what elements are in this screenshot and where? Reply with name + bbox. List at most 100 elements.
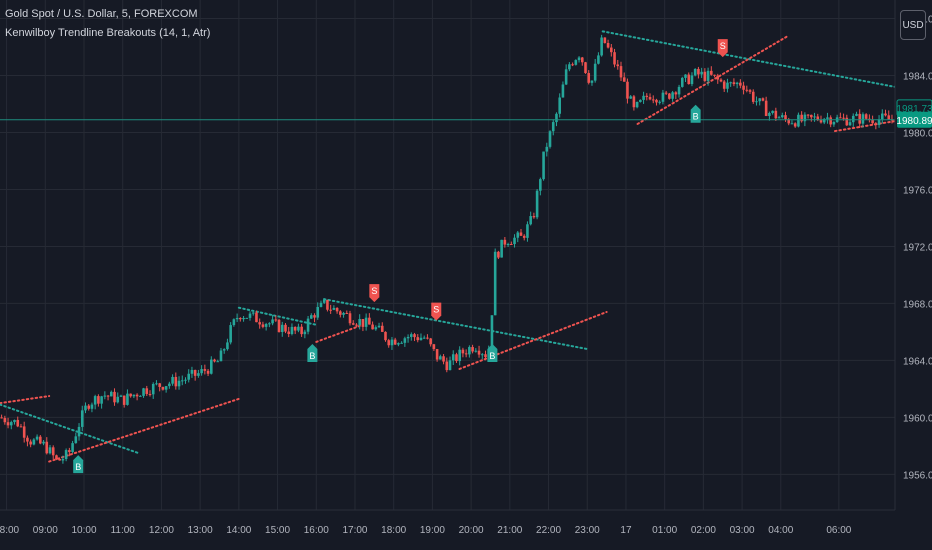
- trendline: [833, 120, 896, 133]
- candle-body: [571, 64, 574, 66]
- y-tick-label: 1964.00: [903, 356, 932, 367]
- candle-body: [277, 319, 281, 332]
- candle-body: [880, 113, 884, 120]
- candle-body: [506, 244, 510, 246]
- signal-label: B: [489, 351, 495, 361]
- signal-label: B: [693, 112, 699, 122]
- candle-body: [68, 450, 71, 453]
- candle-body: [729, 82, 732, 84]
- candle-body: [471, 347, 474, 352]
- candle-body: [648, 97, 652, 100]
- candle-body: [700, 71, 703, 75]
- candle-body: [397, 343, 400, 345]
- candle-body: [19, 426, 23, 428]
- candle-body: [132, 394, 136, 397]
- candle-body: [280, 324, 284, 332]
- candle-body: [9, 422, 13, 426]
- signal-marker: [431, 302, 442, 321]
- sell-signal: S: [431, 302, 442, 321]
- candle-body: [322, 299, 326, 303]
- signal-label: S: [371, 286, 377, 296]
- candle-body: [468, 347, 471, 355]
- candle-body: [203, 369, 207, 371]
- candle-body: [600, 37, 603, 56]
- candle-body: [606, 42, 610, 48]
- candle-body: [406, 336, 410, 339]
- candle-body: [864, 114, 868, 119]
- candle-body: [458, 349, 461, 362]
- candle-body: [555, 113, 558, 123]
- trendline: [636, 34, 790, 125]
- candle-body: [848, 122, 852, 126]
- x-tick-label: 02:00: [691, 525, 716, 536]
- candle-body: [590, 80, 594, 83]
- candle-body: [293, 326, 297, 331]
- candle-body: [735, 82, 739, 85]
- signals: B B S S B B S: [0, 39, 895, 474]
- x-tick-label: 04:00: [768, 525, 793, 536]
- indicator-label[interactable]: Kenwilboy Trendline Breakouts (14, 1, At…: [5, 27, 211, 39]
- candle-body: [39, 436, 42, 444]
- candle-body: [339, 311, 342, 315]
- x-tick-label: 23:00: [575, 525, 600, 536]
- candle-body: [71, 443, 74, 453]
- candle-body: [697, 68, 700, 75]
- x-tick-label: 19:00: [420, 525, 445, 536]
- trendline: [237, 306, 318, 326]
- candle-body: [780, 115, 784, 118]
- x-tick-label: 16:00: [304, 525, 329, 536]
- candle-body: [687, 74, 691, 85]
- y-tick-label: 1980.00: [903, 128, 932, 139]
- candle-body: [126, 393, 129, 405]
- x-tick-label: 09:00: [33, 525, 58, 536]
- buy-signal: B: [487, 344, 498, 363]
- signal-marker: [690, 104, 701, 123]
- candle-body: [235, 317, 239, 320]
- x-tick-label: 14:00: [226, 525, 251, 536]
- signal-marker: [369, 284, 380, 303]
- candle-body: [348, 313, 352, 324]
- x-tick-label: 20:00: [459, 525, 484, 536]
- price-axis: [895, 0, 932, 550]
- candle-body: [445, 361, 449, 371]
- candle-body: [755, 101, 758, 103]
- x-tick-label: 11:00: [111, 525, 136, 536]
- candle-body: [822, 118, 826, 123]
- x-tick-label: 13:00: [188, 525, 213, 536]
- candle-body: [177, 380, 181, 387]
- candle-body: [13, 419, 16, 423]
- candle-body: [222, 349, 226, 351]
- x-tick-label: 01:00: [652, 525, 677, 536]
- candle-body: [42, 441, 45, 444]
- candle-body: [6, 422, 10, 426]
- candle-body: [158, 383, 161, 387]
- candle-body: [748, 90, 752, 92]
- candle-body: [616, 64, 620, 67]
- currency-button[interactable]: USD: [900, 10, 926, 40]
- candle-body: [800, 114, 803, 122]
- candle-body: [671, 92, 674, 99]
- candle-body: [551, 122, 555, 132]
- candle-body: [226, 342, 229, 350]
- candle-body: [142, 388, 145, 396]
- candle-body: [603, 37, 607, 43]
- candle-body: [632, 96, 636, 108]
- price-tag: 1980.89: [896, 111, 932, 128]
- buy-signal: B: [690, 104, 701, 123]
- x-tick-label: 17: [620, 525, 632, 536]
- candle-body: [416, 337, 420, 341]
- candle-body: [635, 101, 639, 108]
- candle-body: [413, 334, 416, 338]
- candle-body: [455, 354, 458, 362]
- candle-body: [55, 455, 58, 459]
- chart-title: Gold Spot / U.S. Dollar, 5, FOREXCOM: [5, 8, 198, 20]
- x-tick-label: 08:00: [0, 525, 20, 536]
- candle-body: [703, 71, 707, 81]
- candle-body: [732, 82, 736, 85]
- trendline: [0, 395, 51, 405]
- candle-body: [842, 117, 845, 119]
- candle-body: [129, 393, 132, 397]
- candle-body: [574, 60, 578, 65]
- candle-body: [584, 62, 587, 74]
